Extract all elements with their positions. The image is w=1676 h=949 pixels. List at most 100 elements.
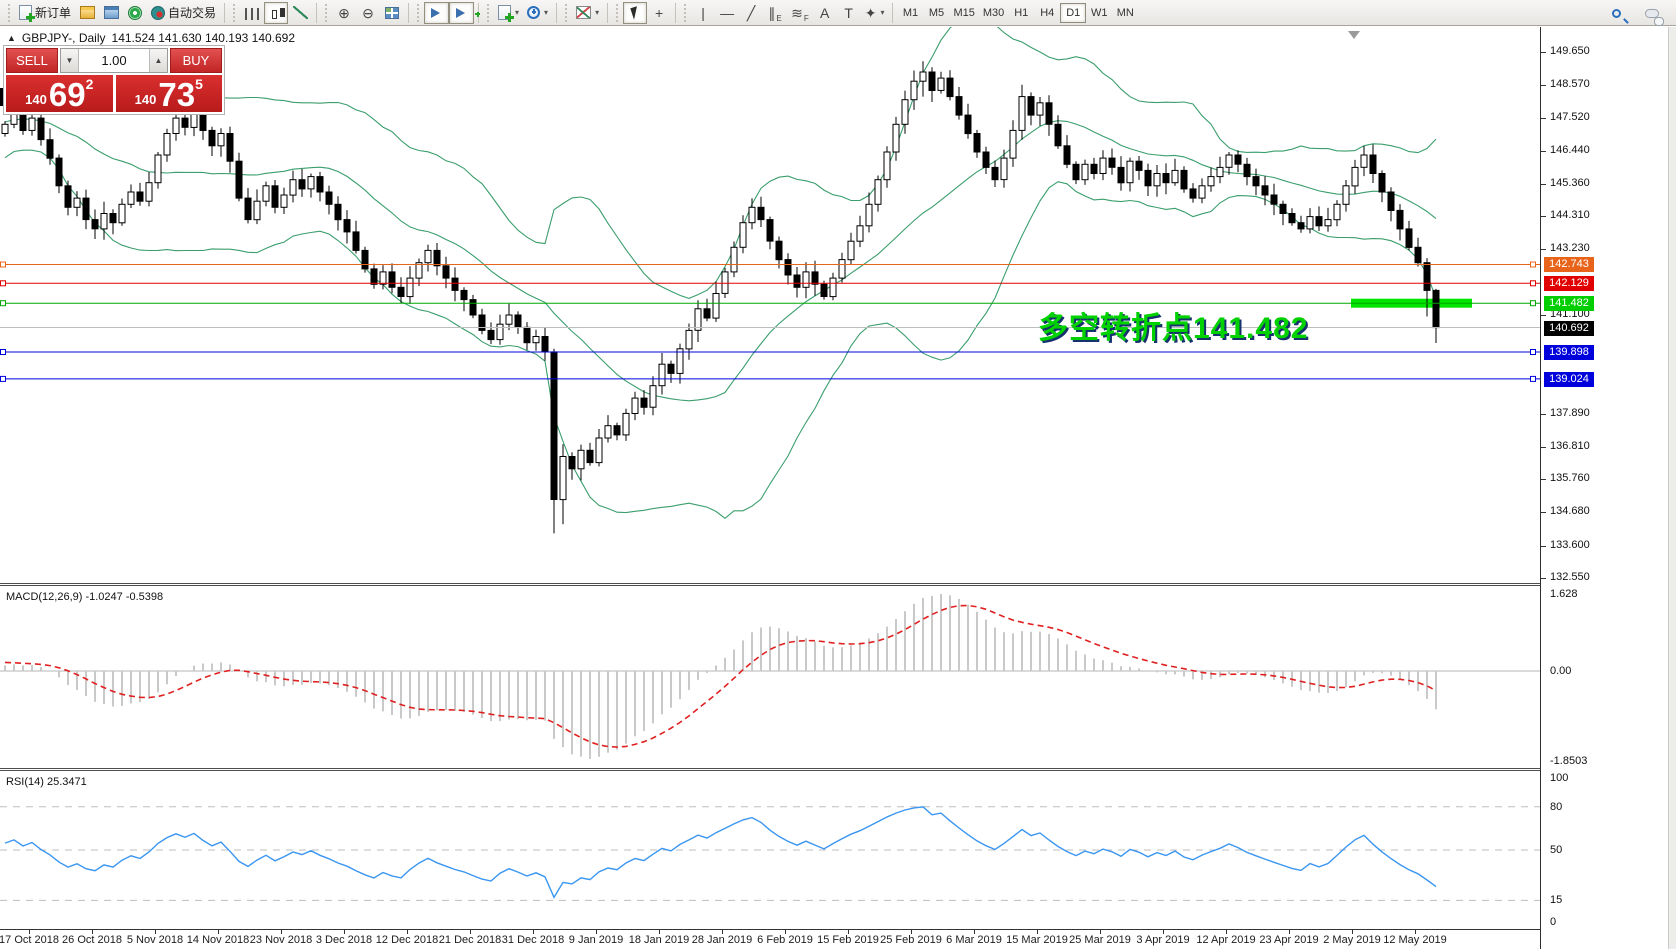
rsi-pane-divider[interactable]: [0, 768, 1676, 771]
date-tick-mark: [407, 930, 408, 934]
timeframe-h1-button[interactable]: H1: [1008, 3, 1034, 23]
date-label: 17 Oct 2018: [0, 934, 59, 946]
rsi-axis-label: 100: [1550, 772, 1569, 784]
date-tick-mark: [974, 930, 975, 934]
chart-shift-button[interactable]: [449, 1, 481, 24]
price-chart-pane[interactable]: [0, 27, 1540, 584]
zoom-out-button[interactable]: ⊖: [356, 2, 380, 24]
draw-label-button[interactable]: T: [837, 2, 861, 24]
ohlc-values: 141.524 141.630 140.193 140.692: [111, 31, 296, 45]
date-tick-mark: [1226, 930, 1227, 934]
draw-trendline-icon: ╱: [746, 4, 756, 21]
price-tick-label: 149.650: [1550, 45, 1590, 57]
date-tick-mark: [218, 930, 219, 934]
draw-arrows-button[interactable]: ✦ ▾: [861, 2, 889, 24]
date-tick-mark: [155, 930, 156, 934]
toolbar-grip[interactable]: [416, 3, 422, 22]
profiles-icon: [527, 6, 541, 19]
terminal-window-icon: [103, 6, 119, 19]
toolbar-grip[interactable]: [324, 3, 330, 22]
bid-quote-button[interactable]: 140 69 2: [6, 75, 113, 112]
price-tick-mark: [1541, 216, 1546, 217]
indicators-list-button[interactable]: ▾: [572, 2, 603, 24]
ask-quote-button[interactable]: 140 73 5: [115, 75, 222, 112]
price-tick-mark: [1541, 578, 1546, 579]
charts-window-button[interactable]: [75, 2, 99, 24]
chevron-down-icon: ▾: [880, 8, 885, 17]
date-label: 23 Nov 2018: [249, 934, 313, 946]
macd-pane-divider[interactable]: [0, 583, 1676, 586]
new-chart-button[interactable]: ▾: [494, 2, 523, 24]
zoom-out-icon: ⊖: [362, 4, 374, 21]
toolbar-grip[interactable]: [232, 3, 238, 22]
draw-fibonacci-button[interactable]: ≋ F: [787, 2, 813, 24]
date-label: 23 Apr 2019: [1259, 934, 1319, 946]
bid-price-pip: 2: [85, 76, 94, 92]
timeframe-mn-button[interactable]: MN: [1112, 3, 1138, 23]
timeframe-m30-button[interactable]: M30: [979, 3, 1008, 23]
profiles-button[interactable]: ▾: [523, 2, 552, 24]
signals-button[interactable]: [123, 2, 147, 24]
price-tick-label: 137.890: [1550, 407, 1590, 419]
rsi-pane[interactable]: [0, 771, 1540, 929]
toolbar-right-icons: [1606, 2, 1672, 26]
time-axis[interactable]: 17 Oct 2018 26 Oct 2018 5 Nov 2018 14 Nov 2…: [0, 929, 1676, 949]
volume-decrease-button[interactable]: ▼: [61, 49, 79, 72]
date-label: 15 Mar 2019: [1006, 934, 1068, 946]
price-tick-mark: [1541, 414, 1546, 415]
auto-trading-button[interactable]: 自动交易: [147, 2, 220, 24]
draw-arrows-icon: ✦: [864, 4, 877, 21]
date-label: 9 Jan 2019: [568, 934, 624, 946]
cursor-tool-button[interactable]: [623, 1, 648, 24]
search-button[interactable]: [1606, 2, 1630, 24]
collapse-panel-icon[interactable]: ▲: [7, 33, 16, 43]
timeframe-m1-button[interactable]: M1: [897, 3, 923, 23]
chat-icon: [1645, 9, 1664, 26]
zoom-in-button[interactable]: ⊕: [332, 2, 356, 24]
timeframe-h4-button[interactable]: H4: [1034, 3, 1060, 23]
timeframe-m5-button[interactable]: M5: [923, 3, 949, 23]
volume-increase-button[interactable]: ▲: [149, 49, 167, 72]
bid-price-prefix: 140: [25, 92, 47, 107]
search-icon: [1611, 8, 1621, 18]
date-tick-mark: [848, 930, 849, 934]
draw-hline-button[interactable]: —: [715, 2, 739, 24]
macd-pane[interactable]: [0, 586, 1540, 768]
draw-text-button[interactable]: A: [813, 2, 837, 24]
chart-window[interactable]: ▲ GBPJPY-, Daily 141.524 141.630 140.193…: [0, 27, 1676, 949]
new-order-button[interactable]: 新订单: [15, 2, 75, 24]
line-chart-mode-button[interactable]: [288, 2, 312, 24]
crosshair-tool-button[interactable]: +: [647, 2, 671, 24]
date-tick-mark: [722, 930, 723, 934]
timeframe-d1-button[interactable]: D1: [1060, 2, 1087, 23]
toolbar-grip[interactable]: [486, 3, 492, 22]
chat-button[interactable]: [1640, 2, 1664, 26]
terminal-window-button[interactable]: [99, 2, 123, 24]
rsi-indicator-label: RSI(14) 25.3471: [6, 776, 87, 788]
date-label: 6 Mar 2019: [946, 934, 1002, 946]
price-line-label: 139.024: [1544, 372, 1594, 387]
sell-button[interactable]: SELL: [6, 48, 58, 73]
price-axis[interactable]: 149.650 148.570 147.520 146.440 145.360 144.3…: [1540, 27, 1669, 949]
toolbar-grip[interactable]: [7, 3, 12, 22]
date-label: 12 Apr 2019: [1196, 934, 1256, 946]
toolbar-grip[interactable]: [615, 3, 621, 22]
macd-indicator-label: MACD(12,26,9) -1.0247 -0.5398: [6, 591, 164, 603]
candlestick-mode-button[interactable]: [264, 1, 289, 24]
signals-icon: [128, 5, 143, 20]
chart-shift-marker[interactable]: [1348, 31, 1360, 39]
draw-vline-button[interactable]: |: [691, 2, 715, 24]
tile-windows-button[interactable]: [380, 2, 404, 24]
symbol-period-label: GBPJPY-, Daily: [21, 31, 106, 45]
toolbar-grip[interactable]: [683, 3, 689, 22]
draw-trendline-button[interactable]: ╱: [739, 2, 763, 24]
toolbar-grip[interactable]: [564, 3, 570, 22]
timeframe-w1-button[interactable]: W1: [1086, 3, 1112, 23]
bar-chart-mode-button[interactable]: [240, 2, 264, 24]
buy-button[interactable]: BUY: [170, 48, 222, 73]
auto-scroll-button[interactable]: [424, 1, 450, 24]
volume-input[interactable]: 1.00: [79, 49, 149, 72]
indicators-list-icon: [576, 6, 592, 19]
timeframe-m15-button[interactable]: M15: [949, 3, 978, 23]
draw-channel-button[interactable]: ∥ E: [763, 2, 787, 24]
